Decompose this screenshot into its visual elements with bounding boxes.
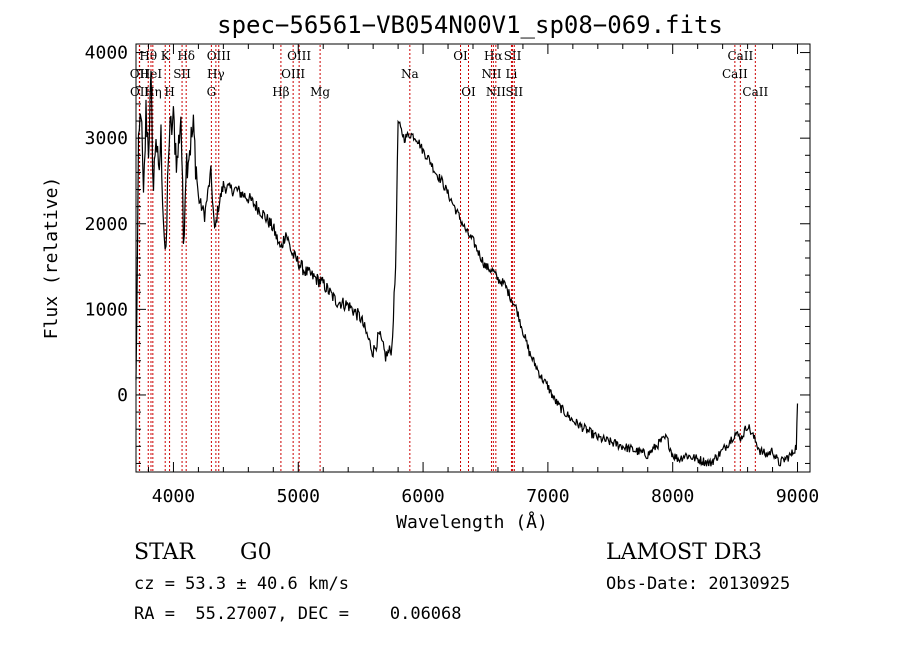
x-tick-label: 8000 xyxy=(651,486,694,507)
line-marker-label: Li xyxy=(506,67,518,81)
line-marker-label: G xyxy=(207,85,217,99)
x-tick-label: 6000 xyxy=(401,486,444,507)
object-subclass: G0 xyxy=(240,540,272,565)
obs-date: Obs-Date: 20130925 xyxy=(606,574,791,594)
line-marker-label: NII xyxy=(481,67,501,81)
y-tick-label: 2000 xyxy=(85,214,128,235)
x-tick-label: 7000 xyxy=(526,486,569,507)
plot-frame xyxy=(135,43,811,473)
line-marker-label: H xyxy=(164,85,174,99)
line-marker-label: Hβ xyxy=(272,85,289,99)
line-marker-label: Hθ xyxy=(139,49,157,63)
object-class: STAR xyxy=(134,540,195,565)
cz-velocity: cz = 53.3 ± 40.6 km/s xyxy=(134,574,349,594)
chart-title: spec−56561−VB054N00V1_sp08−069.fits xyxy=(217,11,723,39)
line-marker-label: OI xyxy=(461,85,476,99)
line-marker-label: CaII xyxy=(722,67,748,81)
y-tick-label: 0 xyxy=(117,385,128,406)
spectrum-line xyxy=(135,70,799,467)
line-marker-label: Hη xyxy=(144,85,162,99)
line-marker-label: CaII xyxy=(742,85,768,99)
survey-name: LAMOST DR3 xyxy=(606,540,762,565)
line-marker-label: Hδ xyxy=(177,49,195,63)
y-tick-label: 3000 xyxy=(85,128,128,149)
line-marker-label: SII xyxy=(505,85,523,99)
line-marker-label: SII xyxy=(504,49,522,63)
line-marker-label: OI xyxy=(453,49,468,63)
line-marker-label: OIII xyxy=(281,67,305,81)
line-marker-label: OII xyxy=(130,85,150,99)
line-marker-label: SII xyxy=(173,67,191,81)
y-tick-label: 4000 xyxy=(85,43,128,64)
line-marker-label: K xyxy=(161,49,171,63)
line-marker-label: Mg xyxy=(310,85,330,99)
axis-ticks: 4000 5000 6000 7000 8000 9000 0 1000 2000 3000 400… xyxy=(85,43,820,507)
line-marker-label: OIII xyxy=(207,49,231,63)
coordinates: RA = 55.27007, DEC = 0.06068 xyxy=(134,604,462,624)
x-tick-label: 9000 xyxy=(776,486,819,507)
x-axis-label: Wavelength (Å) xyxy=(396,511,548,533)
line-marker-label: Hα xyxy=(484,49,503,63)
x-tick-label: 5000 xyxy=(277,486,320,507)
line-marker-label: NII xyxy=(486,85,506,99)
line-marker-label: OIII xyxy=(287,49,311,63)
y-tick-label: 1000 xyxy=(85,299,128,320)
y-axis-label: Flux (relative) xyxy=(41,177,62,340)
x-tick-label: 4000 xyxy=(152,486,195,507)
line-marker-label: CaII xyxy=(727,49,753,63)
line-marker-label: Na xyxy=(401,67,419,81)
line-marker-label: Hγ xyxy=(207,67,225,81)
